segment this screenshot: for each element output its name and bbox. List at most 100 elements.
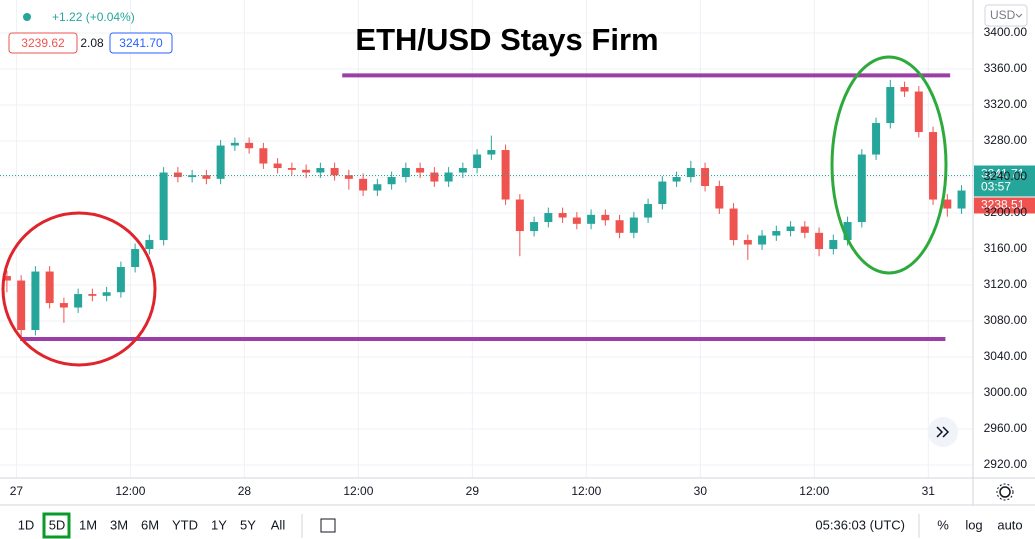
plot-area [0,73,973,342]
auto-toggle[interactable]: auto [997,517,1022,532]
x-tick-label: 31 [922,484,936,498]
candle-body [615,220,624,233]
candle-body [843,222,852,241]
candle-body [572,217,581,224]
candle-body [544,213,553,223]
candle-body [45,271,54,304]
active-range-frame [42,512,71,539]
candle-body [230,142,239,146]
range-button[interactable]: 1Y [211,517,227,532]
y-tick-label: 3120.00 [984,277,1028,291]
x-tick-label: 12:00 [343,484,373,498]
range-button[interactable]: 6M [141,517,159,532]
scroll-icon [936,426,950,438]
x-tick-label: 12:00 [571,484,601,498]
y-tick-label: 3200.00 [984,205,1028,219]
candle-body [487,150,496,155]
percent-toggle[interactable]: % [937,517,949,532]
x-tick-label: 28 [238,484,252,498]
countdown: 03:57 [981,180,1011,194]
candle-body [929,132,938,200]
x-tick-label: 30 [694,484,708,498]
candle-body [202,175,211,179]
candle-body [900,87,909,92]
candle-body [188,175,197,178]
candle-body [558,213,567,218]
toolbar: 1D 5D 1M 3M 6M YTD 1Y 5Y All 05:36:03 (U… [18,512,1023,539]
y-tick-label: 3360.00 [984,61,1028,75]
candle-body [701,168,710,187]
x-tick-label: 27 [10,484,24,498]
range-button[interactable]: YTD [172,517,198,532]
candle-body [273,163,282,169]
candle-body [430,172,439,182]
candle-body [629,217,638,233]
candle-body [743,240,752,245]
y-tick-label: 3320.00 [984,97,1028,111]
highlight-circle [1,211,157,367]
candle-body [772,231,781,236]
candle-body [116,267,125,293]
ask: 3241.70 [119,36,163,50]
settings-button[interactable] [999,486,1011,498]
bid-box[interactable] [8,32,78,54]
dropdown-icon [1015,13,1023,18]
grid [0,0,973,478]
candle-body [416,168,425,173]
candle-body [259,148,268,164]
last-price-box [974,165,1035,197]
range-button[interactable]: 5D [49,517,66,532]
chart-title: ETH/USD Stays Firm [355,22,658,57]
candle-body [344,175,353,179]
candle-body [800,226,809,233]
candle-body [715,186,724,209]
candle-body [359,178,368,191]
bid: 3239.62 [21,36,65,50]
candle-body [173,172,182,178]
candle-body [857,154,866,223]
candle-body [601,214,610,221]
candle-body [786,226,795,232]
candle-body [815,232,824,250]
ask-box[interactable] [109,32,173,54]
candle-body [530,222,539,232]
candle-body [686,168,695,178]
candle-body [131,249,140,268]
range-button[interactable]: 1M [79,517,97,532]
log-toggle[interactable]: log [965,517,982,532]
range-button[interactable]: 5Y [240,517,256,532]
y-tick-label: 3160.00 [984,241,1028,255]
currency: USD [990,8,1016,22]
y-tick-label: 3080.00 [984,313,1028,327]
bid-price-box [974,197,1035,214]
candle-body [729,208,738,241]
candle-body [159,172,168,241]
change: +1.22 (+0.04%) [52,10,135,24]
y-tick-label: 3000.00 [984,385,1028,399]
candle-body [587,214,596,224]
candle-body [914,91,923,133]
candle-body [957,190,966,209]
candle-body [316,168,325,173]
candle-body [943,199,952,209]
candle-body [401,168,410,178]
range-button[interactable]: All [271,517,286,532]
candle-body [59,303,68,308]
clock: 05:36:03 (UTC) [815,517,905,532]
bid-price-label: 3238.51 [981,198,1025,212]
date-range-button[interactable] [320,518,336,533]
candle-body [444,172,453,182]
currency-button[interactable] [984,4,1028,27]
candle-body [216,145,225,179]
range-button[interactable]: 1D [18,517,35,532]
y-tick-label: 3240.00 [984,169,1028,183]
candle-body [501,150,510,200]
candle-body [330,168,339,176]
range-button[interactable]: 3M [110,517,128,532]
candle-body [88,294,97,296]
candle-body [473,154,482,169]
candle-body [387,177,396,185]
candle-body [672,177,681,182]
